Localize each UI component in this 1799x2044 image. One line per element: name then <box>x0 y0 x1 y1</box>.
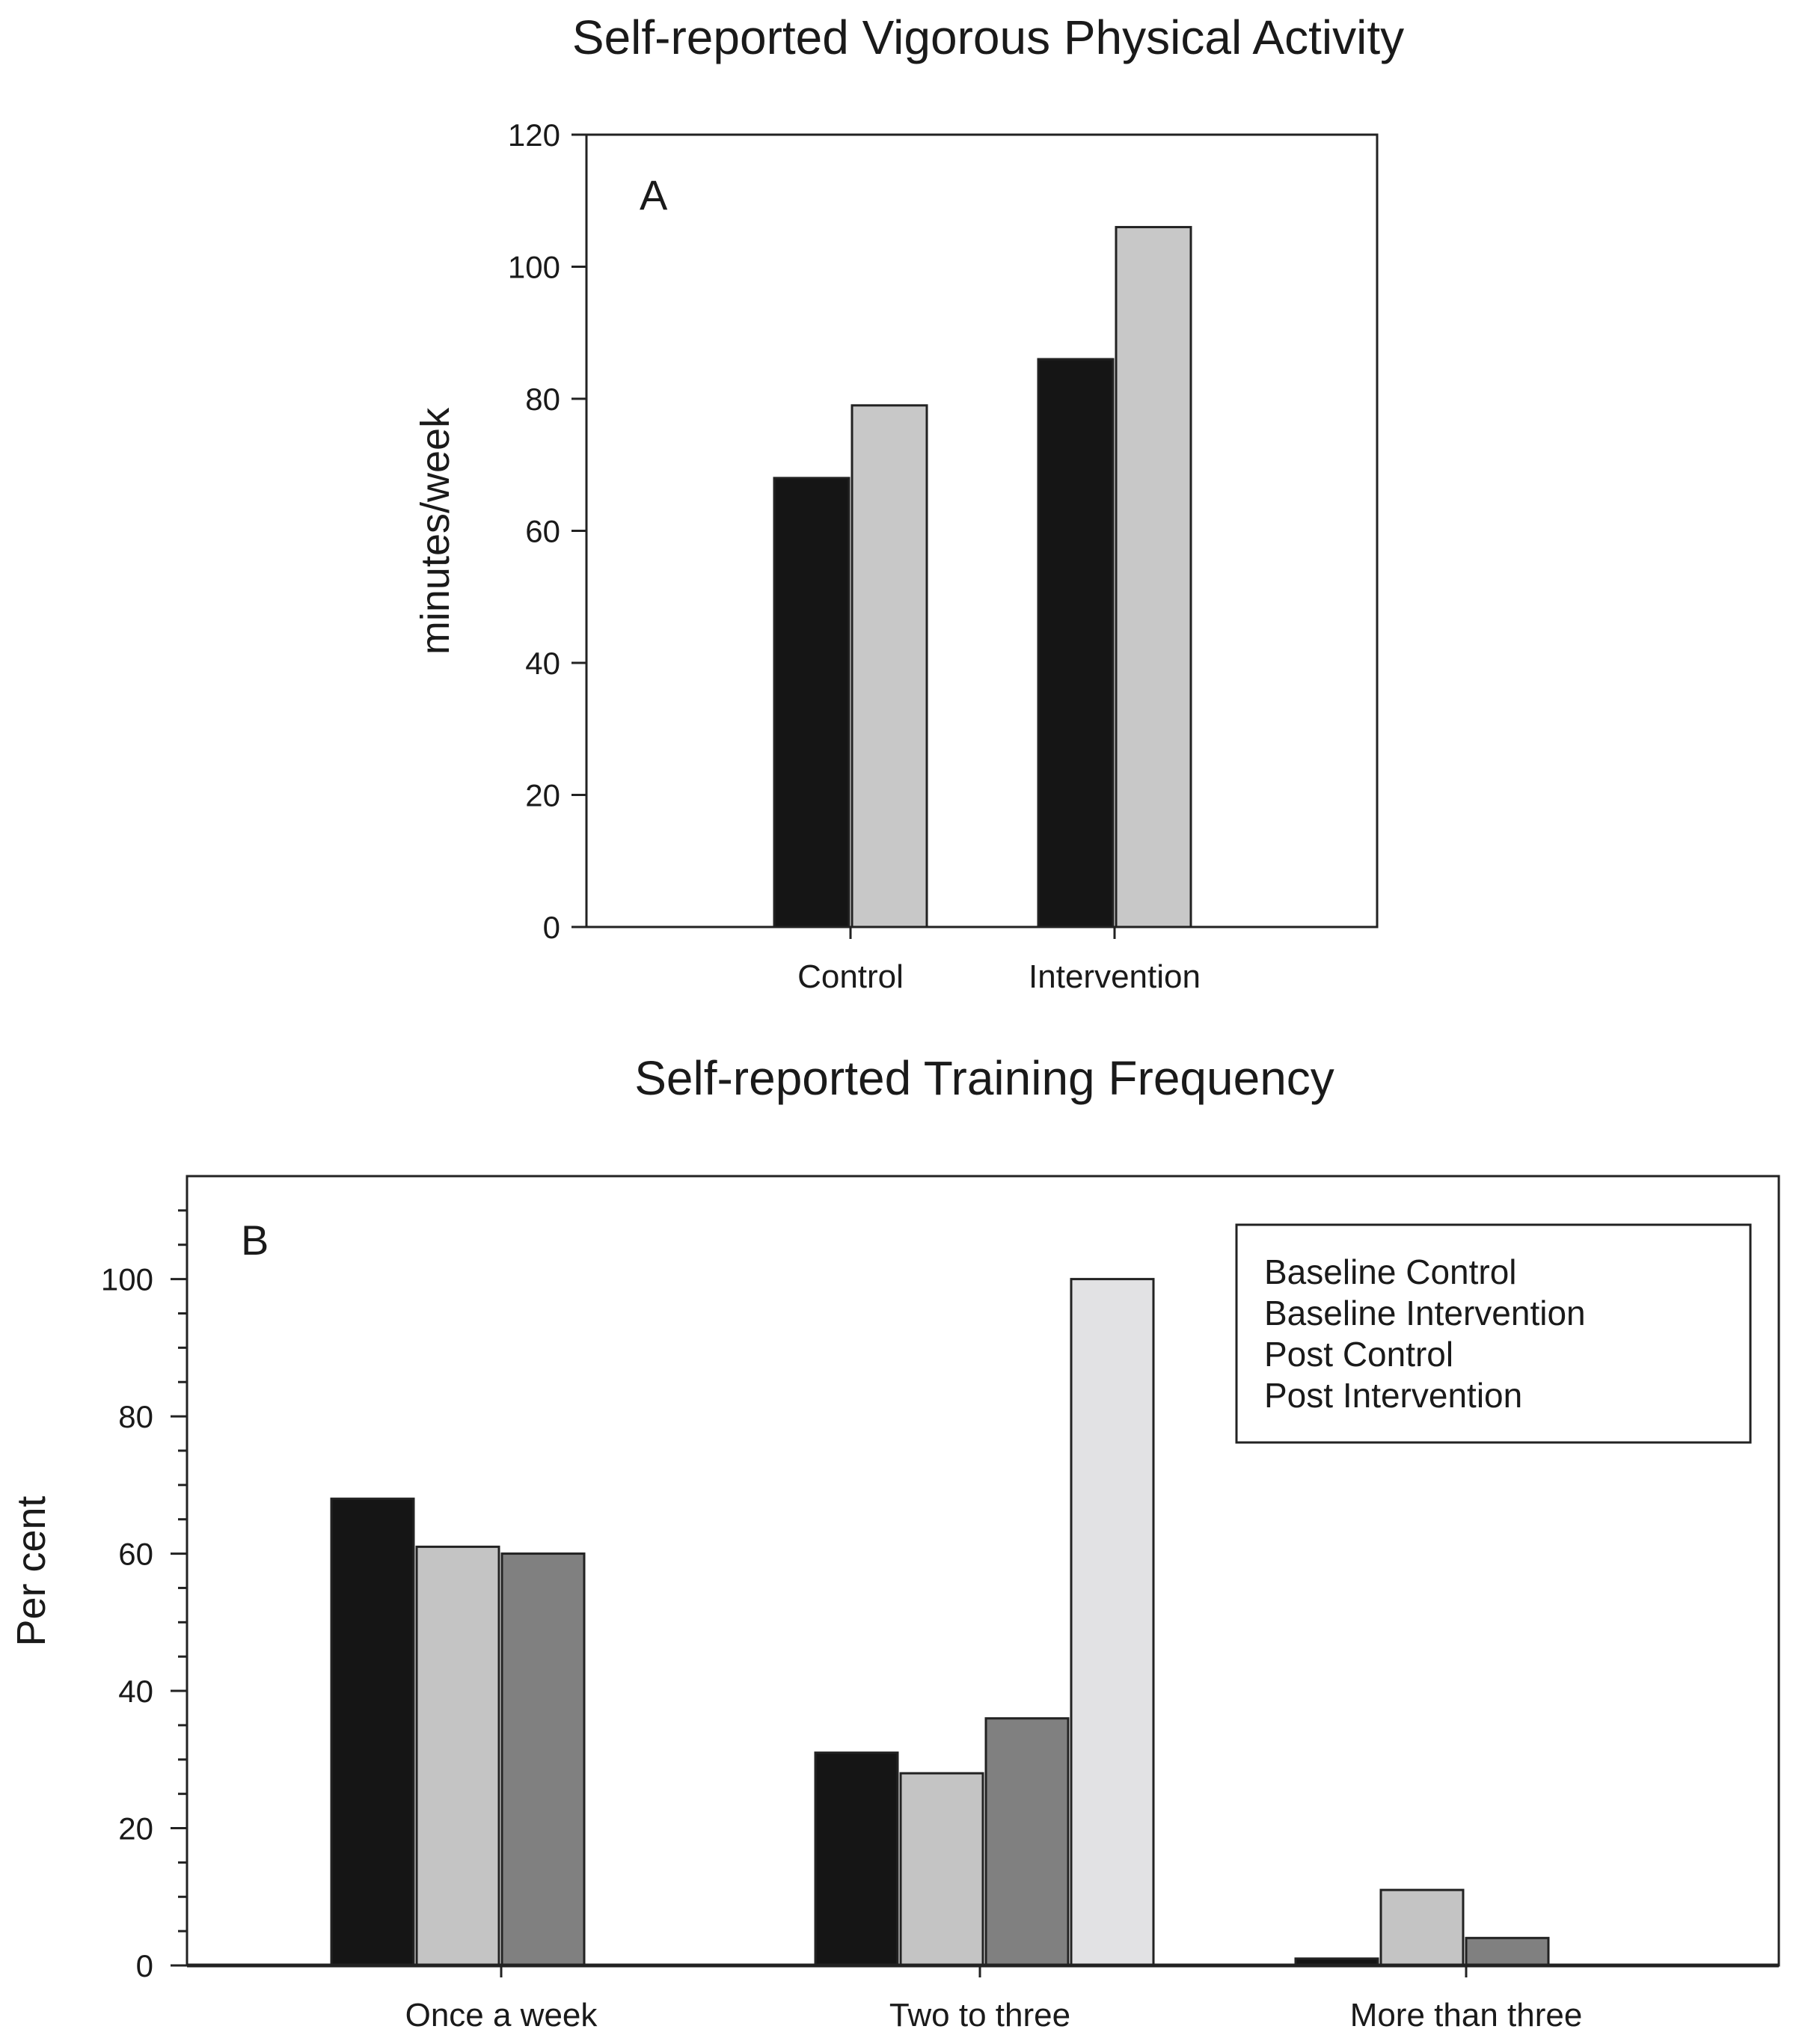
chart-a-y-tick-label: 0 <box>543 910 560 945</box>
chart-b-y-tick-label: 100 <box>101 1262 153 1297</box>
chart-a-bar-control-post <box>851 404 928 928</box>
chart-b-y-axis-title: Per cent <box>9 1496 54 1646</box>
chart-b-category-label: Two to three <box>889 1997 1070 2034</box>
legend-entry-1: Baseline Control <box>1264 1252 1517 1291</box>
chart-a-y-tick-label: 80 <box>525 382 560 417</box>
chart-b-bar-once-a-week-post-control <box>500 1552 586 1967</box>
chart-a-category-labels: Control Intervention <box>797 927 1201 995</box>
chart-b-bar-once-a-week-baseline-intervention <box>415 1545 500 1967</box>
chart-b-category-label: Once a week <box>405 1997 598 2034</box>
chart-a-panel-letter: A <box>640 171 668 218</box>
chart-b-bar-two-to-three-post-control <box>984 1717 1070 1967</box>
chart-b-legend: Baseline Control Baseline Intervention P… <box>1235 1223 1752 1444</box>
chart-b-y-tick-label: 60 <box>118 1537 153 1572</box>
chart-b-y-tick-label: 0 <box>136 1948 153 1983</box>
legend-box <box>1235 1223 1752 1444</box>
chart-b-bar-two-to-three-baseline-intervention <box>899 1772 984 1967</box>
legend-entry-4: Post Intervention <box>1264 1376 1522 1415</box>
chart-b-category-label: More than three <box>1350 1997 1583 2034</box>
chart-a-y-tick-label: 40 <box>525 646 560 681</box>
chart-b-y-ticks: 0 20 40 60 80 100 <box>101 1209 187 1983</box>
chart-b-y-tick-label: 20 <box>118 1811 153 1846</box>
chart-a-bar-intervention-post <box>1115 226 1192 928</box>
chart-a: Self-reported Vigorous Physical Activity… <box>413 10 1404 995</box>
legend-entry-2: Baseline Intervention <box>1264 1294 1586 1332</box>
chart-b-bar-once-a-week-baseline-control <box>330 1497 415 1967</box>
chart-a-y-tick-label: 20 <box>525 778 560 813</box>
chart-a-y-tick-label: 120 <box>508 117 560 153</box>
chart-b-bar-two-to-three-baseline-control <box>814 1751 899 1967</box>
chart-b-title: Self-reported Training Frequency <box>634 1051 1334 1105</box>
chart-b-bar-two-to-three-post-intervention <box>1070 1278 1155 1967</box>
chart-b-category-labels: Once a week Two to three More than three <box>187 1963 1779 2034</box>
chart-b: Self-reported Training Frequency B Per c… <box>9 1051 1780 2034</box>
chart-a-y-tick-label: 60 <box>525 514 560 549</box>
chart-a-y-axis-title: minutes/week <box>413 407 458 655</box>
chart-b-y-tick-label: 40 <box>118 1674 153 1709</box>
chart-b-bars <box>330 1278 1550 1967</box>
chart-a-bars <box>773 226 1192 928</box>
chart-b-bar-more-than-three-post-control <box>1465 1936 1550 1967</box>
chart-a-title: Self-reported Vigorous Physical Activity <box>572 10 1404 64</box>
chart-a-category-label: Intervention <box>1029 958 1201 995</box>
chart-b-bar-more-than-three-baseline-intervention <box>1379 1888 1465 1967</box>
chart-a-y-tick-label: 100 <box>508 250 560 285</box>
chart-b-panel-letter: B <box>241 1217 269 1264</box>
chart-b-y-tick-label: 80 <box>118 1399 153 1434</box>
legend-entry-3: Post Control <box>1264 1335 1453 1374</box>
chart-a-y-ticks: 0 20 40 60 80 100 120 <box>508 117 586 945</box>
chart-a-bar-control-baseline <box>773 477 851 928</box>
chart-a-category-label: Control <box>797 958 904 995</box>
chart-a-plot-frame <box>585 133 1379 928</box>
chart-a-bar-intervention-baseline <box>1037 358 1115 928</box>
